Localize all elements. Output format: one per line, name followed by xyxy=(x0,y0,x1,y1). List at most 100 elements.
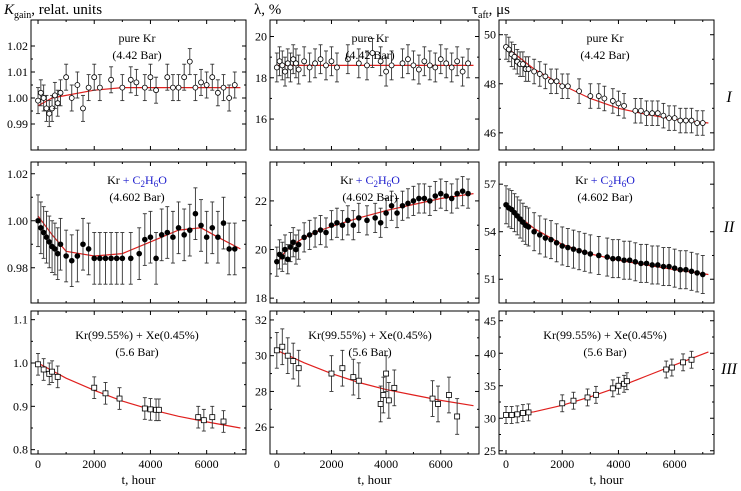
data-point xyxy=(699,271,706,278)
data-point xyxy=(142,236,148,243)
data-point xyxy=(421,195,428,202)
data-point xyxy=(699,120,706,126)
data-point xyxy=(584,394,591,401)
data-point xyxy=(214,89,221,96)
data-point xyxy=(536,232,543,238)
panel-annotation-title: pure Kr xyxy=(352,31,389,45)
data-point xyxy=(345,217,351,224)
data-point xyxy=(649,262,655,268)
data-point xyxy=(694,120,701,126)
data-point xyxy=(164,74,171,81)
header-tau-aft: τaft, μs xyxy=(472,2,510,21)
data-point xyxy=(465,60,471,67)
data-point xyxy=(282,246,288,253)
data-point xyxy=(654,110,661,117)
data-point xyxy=(186,58,193,65)
data-point xyxy=(565,244,571,251)
data-point xyxy=(595,252,602,259)
data-point xyxy=(443,193,450,199)
data-point xyxy=(350,222,357,229)
data-point xyxy=(85,84,92,91)
data-point xyxy=(274,258,280,265)
data-point xyxy=(273,347,280,354)
fit-curve xyxy=(276,349,474,407)
y-tick-label: 1.0 xyxy=(13,356,28,370)
data-point xyxy=(399,202,406,209)
data-point xyxy=(68,95,75,101)
data-point xyxy=(364,62,370,69)
fit-curve xyxy=(37,87,241,107)
panel-annotation-title: Kr + C2H6O xyxy=(340,173,400,189)
data-point xyxy=(119,84,126,91)
data-point xyxy=(427,198,433,204)
data-point xyxy=(548,236,554,243)
data-point xyxy=(626,257,633,264)
data-point xyxy=(57,89,64,96)
data-point xyxy=(85,246,92,252)
data-point xyxy=(215,234,221,240)
data-point xyxy=(615,255,622,262)
data-point xyxy=(677,117,684,124)
x-axis-label: t, hour xyxy=(358,472,393,487)
data-point xyxy=(323,229,329,236)
data-point xyxy=(454,413,461,420)
data-point xyxy=(226,246,232,252)
data-point xyxy=(576,88,582,95)
data-point xyxy=(153,255,159,262)
data-point xyxy=(570,246,577,252)
data-point xyxy=(601,95,608,102)
data-point xyxy=(328,222,335,229)
data-point xyxy=(671,115,678,122)
data-point xyxy=(615,100,622,107)
data-point xyxy=(505,46,512,53)
data-point xyxy=(660,112,667,119)
data-point xyxy=(301,58,308,65)
y-tick-label: 0.8 xyxy=(13,443,28,457)
data-point xyxy=(175,225,182,231)
data-point xyxy=(334,219,340,226)
plot-frame xyxy=(498,310,715,455)
data-point xyxy=(37,89,44,96)
y-tick-label: 0.9 xyxy=(13,399,28,413)
data-point xyxy=(35,361,41,368)
data-point xyxy=(279,62,286,69)
data-point xyxy=(195,414,202,421)
data-point xyxy=(609,98,616,104)
data-point xyxy=(604,254,611,260)
data-point xyxy=(525,409,532,416)
data-point xyxy=(52,246,58,252)
data-point xyxy=(355,377,362,384)
header-lambda: λ, % xyxy=(254,2,281,18)
data-point xyxy=(46,239,53,245)
plot-frame xyxy=(269,310,480,455)
data-point xyxy=(116,395,123,402)
data-point xyxy=(284,352,291,359)
data-point xyxy=(536,71,543,77)
panel-annotation-title: Kr + C2H6O xyxy=(107,173,167,189)
row-label-3: III xyxy=(720,361,738,378)
header-k-gain: Kgain, relat. units xyxy=(3,2,102,21)
data-point xyxy=(317,227,324,233)
data-point xyxy=(102,255,109,262)
data-point xyxy=(339,365,346,372)
data-point xyxy=(525,224,532,230)
data-point xyxy=(181,232,187,238)
data-point xyxy=(295,66,302,73)
data-point xyxy=(57,241,64,248)
data-point xyxy=(688,356,695,363)
data-point xyxy=(465,190,471,197)
data-point xyxy=(421,58,428,65)
data-point xyxy=(293,246,299,253)
data-point xyxy=(380,392,387,398)
data-point xyxy=(410,62,417,69)
data-point xyxy=(141,405,148,412)
data-point xyxy=(432,193,439,199)
data-point xyxy=(108,76,114,83)
data-point xyxy=(610,255,616,262)
data-point xyxy=(632,259,639,265)
y-tick-label: 1.00 xyxy=(7,214,28,228)
data-point xyxy=(170,234,176,240)
plot-frame xyxy=(498,161,715,304)
data-point xyxy=(200,417,207,424)
data-point xyxy=(660,263,667,270)
